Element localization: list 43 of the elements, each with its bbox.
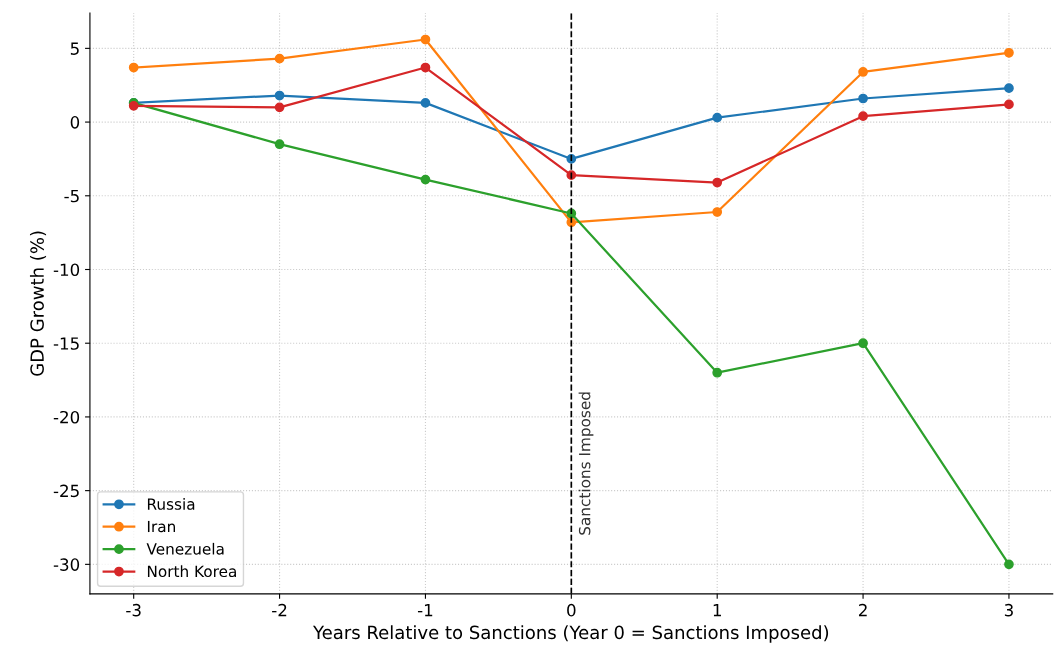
- point: [274, 139, 285, 150]
- y-tick-label: -10: [53, 263, 80, 277]
- point: [1004, 99, 1014, 110]
- x-axis-title: Years Relative to Sanctions (Year 0 = Sanctions Imposed): [312, 625, 829, 643]
- point: [712, 177, 723, 188]
- point: [1004, 559, 1014, 570]
- x-tick-label: 3: [1004, 603, 1013, 617]
- point: [858, 67, 868, 77]
- point: [420, 174, 431, 185]
- point: [420, 62, 431, 73]
- x-tick-label: 2: [858, 603, 867, 617]
- y-tick-label: -25: [53, 484, 79, 498]
- y-tick-label: 0: [70, 116, 80, 129]
- y-tick-label: -15: [53, 337, 79, 350]
- x-tick-label: -3: [126, 603, 141, 617]
- point: [420, 98, 431, 108]
- y-tick-label: -30: [53, 558, 80, 571]
- legend-label: Russia: [147, 498, 195, 510]
- y-tick-label: -5: [64, 189, 79, 203]
- point: [274, 102, 285, 113]
- point: [128, 62, 139, 73]
- point: [712, 112, 723, 123]
- point: [858, 338, 868, 349]
- point: [858, 111, 868, 122]
- point: [1004, 47, 1014, 58]
- x-tick-label: -1: [417, 604, 433, 617]
- point: [1004, 83, 1014, 94]
- point: [712, 367, 723, 378]
- x-tick-label: -2: [272, 603, 287, 617]
- x-tick-label: 1: [713, 604, 721, 617]
- y-tick-label: 5: [70, 42, 79, 55]
- point: [274, 53, 285, 64]
- legend-label: Iran: [147, 520, 175, 533]
- x-tick-label: 0: [567, 603, 576, 617]
- legend-label: Venezuela: [146, 542, 224, 555]
- point: [420, 34, 431, 45]
- y-tick-label: -20: [53, 410, 80, 424]
- legend-label: North Korea: [147, 565, 236, 578]
- y-axis-title: GDP Growth (%): [29, 231, 47, 376]
- point: [858, 93, 868, 104]
- point: [712, 207, 723, 217]
- ref-line-label: Sanctions Imposed: [578, 392, 594, 535]
- point: [274, 90, 285, 101]
